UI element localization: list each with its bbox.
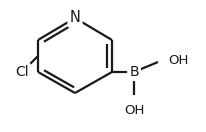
- Text: B: B: [129, 65, 139, 79]
- Text: Cl: Cl: [15, 65, 29, 79]
- Text: N: N: [70, 11, 80, 25]
- Text: OH: OH: [124, 104, 144, 117]
- Text: OH: OH: [168, 53, 188, 67]
